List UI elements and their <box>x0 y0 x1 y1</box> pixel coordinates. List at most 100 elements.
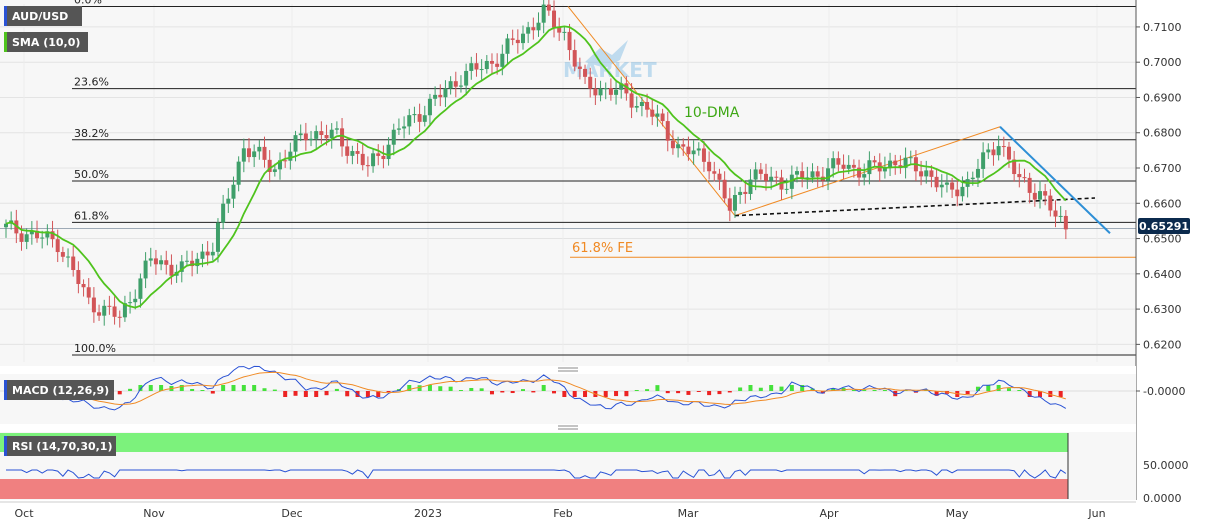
candle-body <box>365 165 370 167</box>
candle <box>593 78 598 106</box>
candle-body <box>422 115 427 122</box>
macd-histogram-bar <box>500 391 505 393</box>
candle <box>541 0 546 34</box>
candle <box>1032 183 1037 207</box>
date-tick-label: Mar <box>678 507 699 520</box>
candle <box>143 252 148 289</box>
candle <box>360 143 365 171</box>
candle <box>676 136 681 158</box>
candle-body <box>334 128 339 130</box>
date-tick-label: 2023 <box>414 507 442 520</box>
macd-histogram-bar <box>1058 391 1063 397</box>
macd-tag[interactable]: MACD (12,26,9) <box>4 380 114 400</box>
candle <box>102 299 107 326</box>
date-tick-label: Nov <box>143 507 165 520</box>
macd-histogram-bar <box>1006 388 1011 391</box>
candle <box>981 142 986 179</box>
candle <box>371 148 376 173</box>
price-tick-label: 0.6600 <box>1143 197 1182 210</box>
candle-body <box>122 303 127 318</box>
candle <box>45 224 50 246</box>
candle-body <box>298 133 303 136</box>
candle <box>402 116 407 139</box>
macd-histogram-bar <box>686 391 691 395</box>
sma-label: SMA (10,0) <box>12 36 80 49</box>
macd-histogram-bar <box>562 391 567 397</box>
macd-histogram-bar <box>769 385 774 391</box>
macd-histogram-bar <box>324 391 329 396</box>
candle <box>427 93 432 126</box>
candle-body <box>407 115 412 127</box>
candle <box>329 123 334 149</box>
candle-body <box>903 157 908 168</box>
candle-body <box>593 88 598 96</box>
candle <box>619 76 624 99</box>
candle <box>314 125 319 149</box>
candle <box>417 103 422 133</box>
candle-body <box>479 69 484 71</box>
macd-histogram-bar <box>789 385 794 391</box>
candle-body <box>329 129 334 139</box>
candle <box>510 29 515 46</box>
candle <box>841 154 846 180</box>
sma-series: 10-DMA <box>5 25 1067 309</box>
candle <box>732 186 737 218</box>
candle <box>784 178 789 195</box>
candle-body <box>309 138 314 141</box>
candle-body <box>381 155 386 160</box>
macd-histogram-bar <box>510 391 515 394</box>
candle-body <box>758 169 763 174</box>
candle-body <box>236 161 241 185</box>
candle-body <box>738 191 743 196</box>
candle-body <box>541 4 546 23</box>
candle-body <box>619 83 624 90</box>
candle <box>826 158 831 191</box>
macd-histogram-bar <box>448 386 453 391</box>
candle-body <box>991 149 996 156</box>
candle-body <box>510 38 515 40</box>
rsi-line <box>6 469 1067 479</box>
candle <box>701 141 706 172</box>
pane-divider-rsi[interactable] <box>0 424 1136 432</box>
candle <box>572 39 577 72</box>
candle-body <box>179 261 184 272</box>
macd-histogram-bar <box>748 385 753 391</box>
candle-body <box>4 223 8 228</box>
rsi-tag[interactable]: RSI (14,70,30,1) <box>4 436 116 456</box>
macd-histogram-bar <box>872 390 877 391</box>
macd-histogram-bar <box>603 391 608 397</box>
macd-histogram-bar <box>758 387 763 391</box>
candle <box>614 79 619 105</box>
pane-divider-macd[interactable] <box>0 366 1136 374</box>
macd-histogram-bar <box>831 388 836 391</box>
candle-body <box>603 88 608 90</box>
candle-body <box>1012 159 1017 175</box>
candle-body <box>391 129 396 145</box>
candle-body <box>29 230 34 235</box>
macd-histogram-bar <box>738 387 743 391</box>
price-tick-label: 0.6800 <box>1143 127 1182 140</box>
candle-body <box>458 85 463 87</box>
candle <box>91 287 96 323</box>
candle <box>1038 180 1042 209</box>
candle-body <box>795 171 800 175</box>
candle <box>939 174 944 198</box>
candle-body <box>753 169 758 180</box>
candle <box>908 150 913 164</box>
rsi-label: RSI (14,70,30,1) <box>12 440 112 453</box>
macd-histogram-bar <box>676 391 681 394</box>
candle <box>50 220 55 248</box>
symbol-tag[interactable]: AUD/USD <box>4 6 82 26</box>
watermark-logo: MARKET <box>563 40 657 82</box>
sma-tag[interactable]: SMA (10,0) <box>4 32 88 52</box>
candle-body <box>826 168 831 181</box>
candle-body <box>267 159 272 172</box>
candle <box>159 255 164 271</box>
candle-body <box>35 230 40 239</box>
candle-body <box>190 260 195 267</box>
candle-body <box>45 231 50 238</box>
candle-body <box>128 302 133 304</box>
candle-body <box>950 182 955 190</box>
candle-body <box>882 167 887 172</box>
